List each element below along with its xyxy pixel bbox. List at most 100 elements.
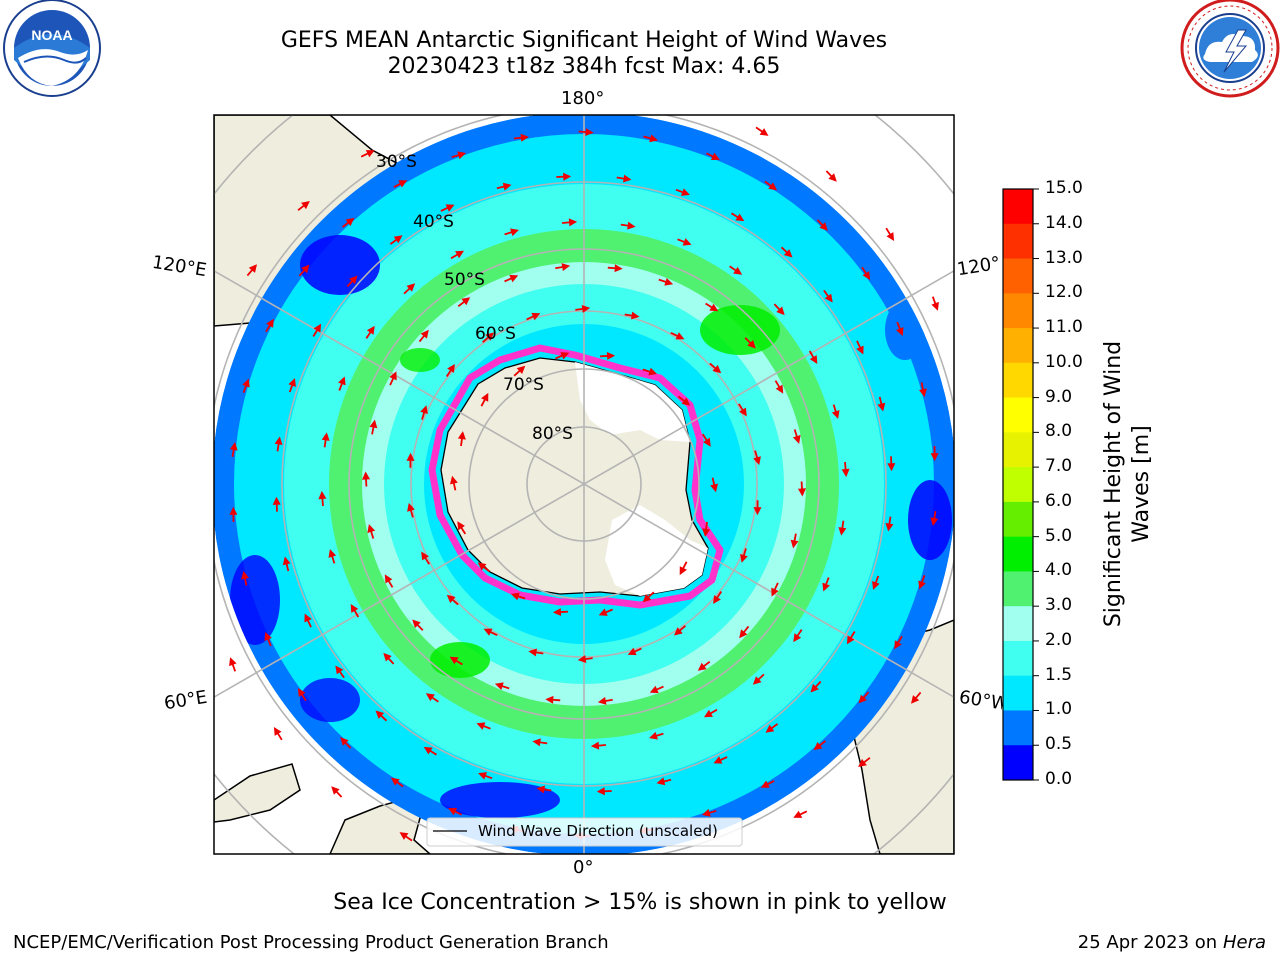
- wind-wave-arrow: [389, 235, 403, 245]
- wind-wave-arrow: [738, 403, 747, 417]
- wind-wave-arrow: [272, 496, 281, 512]
- colorbar-label-line1: Significant Height of Wind: [1101, 340, 1126, 628]
- colorbar-segment: [1003, 258, 1033, 294]
- wind-wave-arrow: [765, 723, 779, 733]
- wind-wave-arrow: [872, 575, 880, 590]
- wind-wave-arrow: [312, 323, 322, 337]
- wind-wave-arrow: [642, 367, 658, 376]
- wind-wave-arrow: [771, 582, 779, 597]
- wind-wave-arrow: [446, 594, 459, 606]
- wind-wave-arrow: [858, 757, 871, 767]
- wind-wave-arrow: [480, 392, 489, 407]
- colorbar-tick-label: 2.0: [1045, 629, 1073, 650]
- wind-wave-arrow: [457, 431, 466, 447]
- wind-wave-arrow: [536, 785, 552, 794]
- wind-wave-arrow: [755, 126, 769, 136]
- wind-wave-arrow: [457, 297, 471, 308]
- wind-wave-arrow: [421, 551, 430, 565]
- footer-branch: NCEP/EMC/Verification Post Processing Pr…: [13, 932, 609, 953]
- wind-wave-arrow: [383, 652, 395, 665]
- wind-wave-arrow: [930, 446, 939, 462]
- colorbar-segment: [1003, 571, 1033, 607]
- wind-wave-arrow: [545, 695, 561, 704]
- footer-date-text: 25 Apr 2023 on: [1077, 932, 1223, 953]
- wind-wave-arrow: [752, 673, 765, 685]
- wind-wave-arrow: [780, 246, 793, 258]
- wind-wave-arrow: [407, 502, 415, 518]
- wind-wave-arrow: [930, 511, 939, 526]
- wind-wave-arrow: [575, 305, 591, 313]
- lat-label-30s: 30°S: [376, 152, 417, 172]
- wind-wave-arrow: [513, 365, 526, 377]
- wind-wave-arrow: [526, 312, 541, 321]
- colorbar-tick-label: 1.5: [1045, 664, 1073, 685]
- wind-wave-arrow: [919, 382, 927, 398]
- map-title: GEFS MEAN Antarctic Significant Height o…: [280, 28, 888, 53]
- wind-wave-arrow: [350, 604, 360, 618]
- wind-wave-arrow: [702, 521, 711, 537]
- nws-logo: [1180, 0, 1280, 98]
- wind-wave-arrow: [675, 188, 690, 196]
- wind-wave-arrow: [816, 219, 828, 231]
- wind-wave-arrow: [449, 656, 463, 666]
- wind-wave-arrow: [649, 685, 664, 694]
- wind-wave-arrow: [483, 628, 498, 637]
- graticule: [214, 115, 954, 854]
- wind-wave-arrow: [885, 516, 894, 532]
- colorbar-tick-label: 10.0: [1045, 351, 1083, 372]
- wind-wave-arrow: [578, 128, 594, 136]
- colorbar-segment: [1003, 710, 1033, 746]
- wind-wave-arrow: [445, 364, 455, 377]
- wind-wave-arrow: [729, 265, 743, 275]
- wind-wave-arrow: [288, 378, 296, 393]
- wind-wave-arrow: [656, 777, 672, 786]
- wind-wave-arrow: [793, 810, 808, 818]
- wind-wave-arrow: [731, 212, 745, 222]
- footer-host: Hera: [1222, 932, 1266, 953]
- wind-wave-arrow: [931, 296, 939, 311]
- lat-label-70s: 70°S: [503, 375, 544, 395]
- wind-wave-arrow: [774, 380, 784, 394]
- wind-wave-arrow: [482, 332, 494, 343]
- colorbar-frame: [1002, 188, 1034, 781]
- wind-wave-arrow: [448, 808, 462, 816]
- colorbar-tick-label: 3.0: [1045, 595, 1073, 616]
- colorbar-segment: [1003, 189, 1033, 225]
- wind-wave-arrow: [552, 608, 568, 616]
- wind-wave-arrow: [710, 477, 718, 493]
- wind-wave-arrow: [298, 264, 310, 277]
- wind-wave-arrow: [340, 737, 352, 749]
- wind-wave-arrow: [846, 631, 856, 645]
- wind-wave-arrow: [885, 227, 895, 241]
- colorbar-segment: [1003, 536, 1033, 572]
- wind-wave-arrow: [384, 574, 394, 588]
- wind-wave-arrow: [877, 396, 886, 412]
- wind-wave-arrow: [600, 352, 616, 360]
- colorbar-segment: [1003, 675, 1033, 711]
- wind-wave-arrow: [297, 201, 310, 211]
- wind-wave-arrow: [321, 432, 330, 448]
- colorbar-tick-label: 12.0: [1045, 282, 1083, 303]
- wind-wave-arrow: [823, 289, 833, 303]
- wind-wave-arrow: [425, 693, 439, 703]
- wind-wave-arrow: [406, 452, 415, 468]
- wind-wave-arrow: [229, 657, 237, 672]
- wind-wave-arrow: [831, 404, 840, 419]
- footer-date: 25 Apr 2023 on Hera: [1078, 932, 1266, 953]
- wind-wave-arrow: [362, 471, 370, 487]
- wind-wave-arrow: [562, 218, 578, 227]
- wind-wave-arrow: [887, 456, 896, 472]
- wind-wave-arrow: [457, 521, 467, 535]
- wind-wave-arrow: [706, 152, 720, 160]
- wind-wave-arrow: [346, 275, 358, 288]
- noaa-logo: NOAA: [3, 0, 101, 97]
- wind-wave-arrow: [705, 302, 719, 312]
- lon-label-180: 180°: [561, 88, 605, 109]
- wind-wave-arrow: [528, 648, 544, 657]
- wind-wave-arrow: [658, 278, 674, 286]
- wind-wave-arrow: [597, 697, 613, 705]
- wind-wave-arrow: [335, 665, 345, 679]
- antarctica: [428, 344, 724, 609]
- wind-wave-arrow: [744, 337, 756, 349]
